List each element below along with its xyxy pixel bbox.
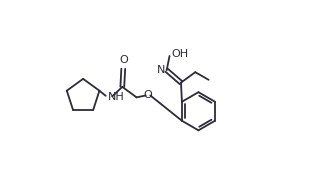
Text: N: N [157,65,166,75]
Text: O: O [144,89,152,99]
Text: O: O [119,55,128,65]
Text: NH: NH [108,92,125,102]
Text: OH: OH [172,49,188,59]
